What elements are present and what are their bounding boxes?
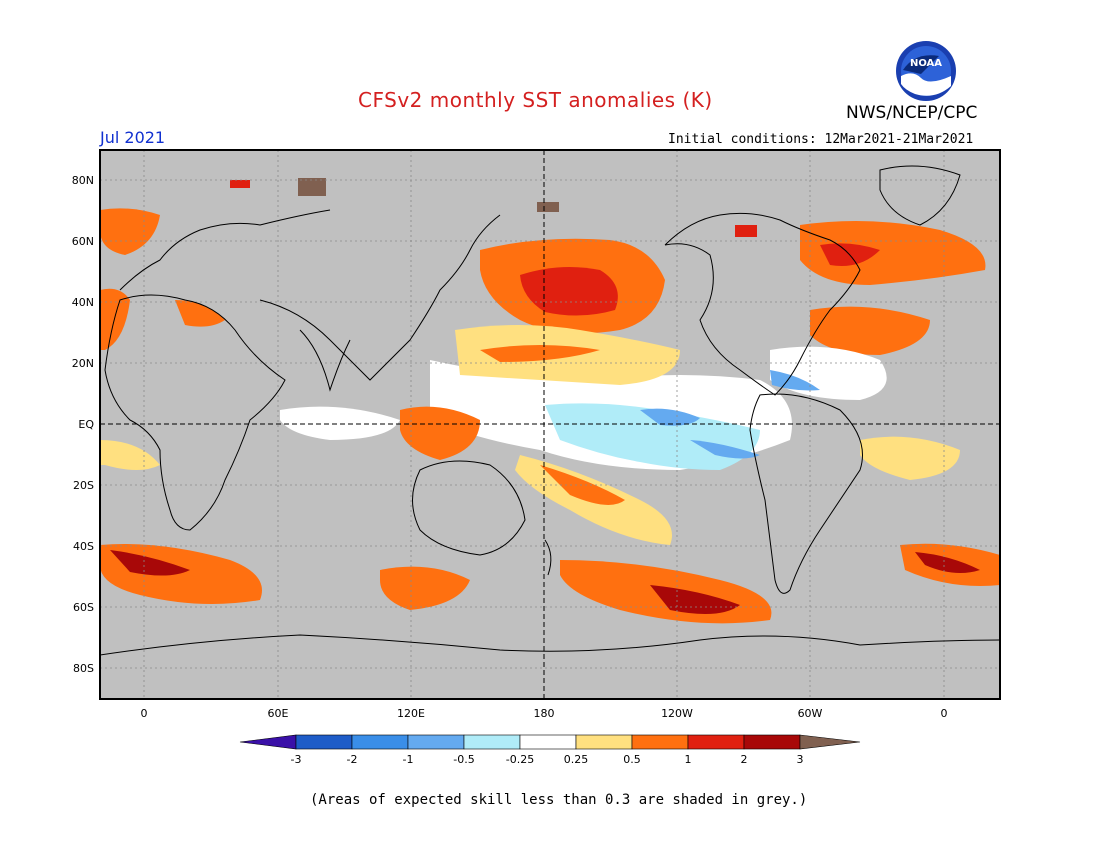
europe-warm [100, 208, 160, 255]
mid-atlantic-warm [810, 306, 930, 355]
colorbar-swatch [295, 734, 353, 750]
colorbar-tick: -2 [347, 753, 358, 766]
lat-label: 60N [72, 235, 94, 248]
southern-ocean-warm-core [650, 585, 740, 614]
map-frame [99, 149, 1001, 700]
colorbar-tick: 1 [685, 753, 692, 766]
lon-label: 180 [534, 707, 555, 720]
colorbar-swatch [463, 734, 521, 750]
north-atlantic-warm [800, 221, 986, 285]
lon-label: 0 [941, 707, 948, 720]
indian-ocean-neutral [280, 406, 400, 440]
west-africa-coast-warm [100, 288, 130, 350]
skill-footnote: (Areas of expected skill less than 0.3 a… [310, 792, 808, 808]
colorbar-swatch [631, 734, 689, 750]
colorbar-tick: -0.25 [506, 753, 534, 766]
lat-label: 60S [73, 601, 94, 614]
lat-label: 80N [72, 174, 94, 187]
colorbar-swatch [743, 734, 801, 750]
far-south-atlantic-core [915, 552, 980, 574]
pacific-cool-core-2 [690, 440, 760, 459]
colorbar-tick: 2 [741, 753, 748, 766]
pacific-cool-anomaly [545, 403, 760, 470]
initial-conditions: Initial conditions: 12Mar2021-21Mar2021 [668, 132, 974, 147]
lon-label: 0 [141, 707, 148, 720]
subtropical-pacific-band [480, 345, 600, 362]
colorbar-under-arrow [239, 734, 297, 750]
maritime-continent-warm [400, 406, 480, 460]
south-indian-warm [380, 566, 470, 610]
colorbar-swatch [575, 734, 633, 750]
lat-label: 40N [72, 296, 94, 309]
latitude-labels: 80N 60N 40N 20N EQ 20S 40S 60S 80S [72, 174, 95, 675]
lat-label: 40S [73, 540, 94, 553]
lon-label: 60W [798, 707, 823, 720]
colorbar-swatch [687, 734, 745, 750]
caribbean-cool [770, 370, 820, 391]
colorbar-tick: 3 [797, 753, 804, 766]
mediterranean-warm [175, 300, 225, 327]
anomaly-field [100, 150, 1000, 699]
colorbar-tick: 0.25 [564, 753, 589, 766]
colorbar-over-arrow [799, 734, 861, 750]
lat-label: 20S [73, 479, 94, 492]
chart-title: CFSv2 monthly SST anomalies (K) [358, 88, 713, 112]
lon-label: 120W [661, 707, 693, 720]
colorbar-swatch [351, 734, 409, 750]
arctic-extreme-1 [298, 178, 326, 196]
noaa-logo: NOAA [896, 41, 956, 101]
coastlines [100, 165, 1000, 656]
colorbar-swatch [519, 734, 577, 750]
colorbar-swatch [407, 734, 465, 750]
arctic-extreme-2 [537, 202, 559, 212]
forecast-month: Jul 2021 [100, 128, 166, 147]
lon-label: 120E [397, 707, 425, 720]
south-pacific-band [540, 465, 625, 505]
arctic-warm-spot [230, 180, 250, 188]
lat-label: EQ [78, 418, 94, 431]
svg-text:NOAA: NOAA [910, 58, 942, 69]
equator-dateline [100, 150, 1000, 699]
tropical-atlantic-east-warm [860, 436, 960, 480]
lat-label: 80S [73, 662, 94, 675]
longitude-labels: 0 60E 120E 180 120W 60W 0 [141, 707, 948, 720]
lon-label: 60E [268, 707, 289, 720]
tropical-atlantic-warm [100, 440, 160, 470]
colorbar [239, 734, 861, 750]
pacific-cool-core-1 [640, 408, 700, 426]
colorbar-tick: -3 [291, 753, 302, 766]
colorbar-tick: -0.5 [453, 753, 474, 766]
hudson-warm [735, 225, 757, 237]
agency-label: NWS/NCEP/CPC [846, 103, 978, 123]
colorbar-tick: -1 [403, 753, 414, 766]
lat-label: 20N [72, 357, 94, 370]
south-atlantic-warm-core [110, 550, 190, 576]
colorbar-tick-labels: -3 -2 -1 -0.5 -0.25 0.25 0.5 1 2 3 [291, 753, 804, 766]
colorbar-tick: 0.5 [623, 753, 641, 766]
